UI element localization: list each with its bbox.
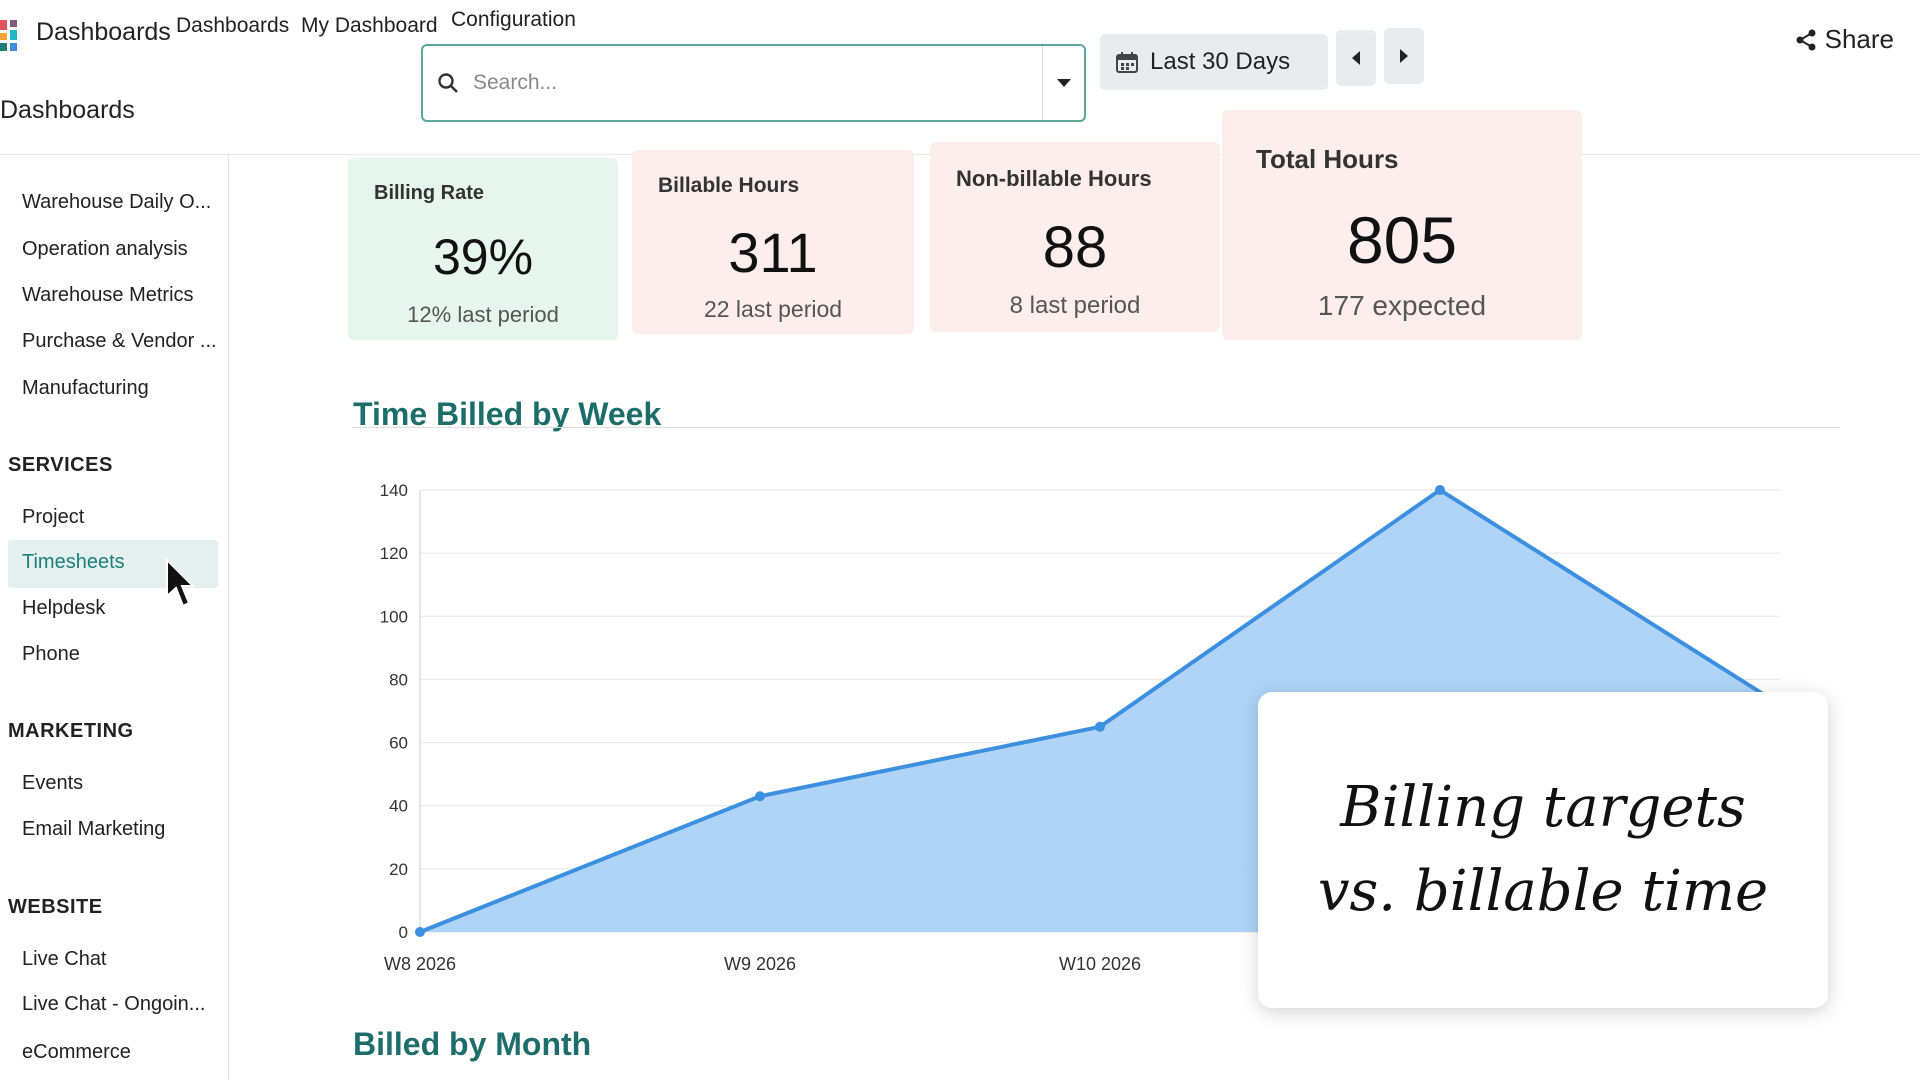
sidebar-item-project[interactable]: Project xyxy=(22,506,85,528)
breadcrumb[interactable]: Dashboards xyxy=(0,96,135,124)
caret-right-icon xyxy=(1400,49,1408,63)
kpi-subtext: 177 expected xyxy=(1317,290,1487,321)
kpi-label: Non-billable Hours xyxy=(956,166,1152,191)
kpi-value: 311 xyxy=(728,221,818,284)
next-period-button[interactable] xyxy=(1384,28,1424,84)
y-tick-label: 120 xyxy=(380,544,408,563)
sidebar-section-marketing: MARKETING xyxy=(8,720,134,742)
x-tick-label: W10 2026 xyxy=(1059,954,1141,974)
sidebar-item-warehouse-metrics[interactable]: Warehouse Metrics xyxy=(22,284,194,306)
data-point xyxy=(1095,721,1105,732)
menu-dashboards[interactable]: Dashboards xyxy=(176,14,290,37)
data-point xyxy=(755,791,765,802)
menu-my-dashboard[interactable]: My Dashboard xyxy=(301,14,438,37)
caret-left-icon xyxy=(1352,51,1360,65)
mouse-cursor-icon xyxy=(166,558,195,608)
search-input[interactable] xyxy=(473,46,1042,120)
sidebar-item-ecommerce[interactable]: eCommerce xyxy=(22,1041,131,1063)
sidebar-item-helpdesk[interactable]: Helpdesk xyxy=(22,597,106,619)
y-tick-label: 80 xyxy=(389,670,408,689)
section-divider xyxy=(352,427,1840,428)
annotation-callout: Billing targets vs. billable time xyxy=(1258,692,1828,1008)
x-tick-label: W9 2026 xyxy=(724,954,796,974)
kpi-label: Billable Hours xyxy=(658,174,800,197)
app-logo-icon[interactable] xyxy=(0,14,24,54)
calendar-icon xyxy=(1116,52,1138,73)
sidebar-item-live-chat[interactable]: Live Chat xyxy=(22,948,107,970)
sidebar: Warehouse Daily O... Operation analysis … xyxy=(0,155,229,1080)
menu-configuration[interactable]: Configuration xyxy=(451,8,576,31)
share-button[interactable]: Share xyxy=(1795,24,1894,55)
kpi-subtext: 8 last period xyxy=(1009,292,1141,319)
annotation-line-2: vs. billable time xyxy=(1317,859,1769,924)
kpi-card-total-hours[interactable]: Total Hours 805 177 expected xyxy=(1222,110,1582,340)
date-filter-label: Last 30 Days xyxy=(1150,48,1291,75)
y-tick-label: 40 xyxy=(389,797,408,816)
sidebar-item-purchase-vendor[interactable]: Purchase & Vendor ... xyxy=(22,330,217,352)
sidebar-item-manufacturing[interactable]: Manufacturing xyxy=(22,377,149,399)
search-options-toggle[interactable] xyxy=(1042,46,1084,120)
kpi-card-non-billable-hours[interactable]: Non-billable Hours 88 8 last period xyxy=(930,142,1220,332)
kpi-value: 39% xyxy=(432,229,534,285)
kpi-value: 805 xyxy=(1346,203,1458,277)
sidebar-item-events[interactable]: Events xyxy=(22,772,84,794)
date-filter-button[interactable]: Last 30 Days xyxy=(1100,34,1328,90)
sidebar-section-website: WEBSITE xyxy=(8,896,103,918)
search-icon xyxy=(423,72,473,94)
sidebar-item-phone[interactable]: Phone xyxy=(22,643,80,665)
y-tick-label: 140 xyxy=(380,481,408,500)
annotation-line-1: Billing targets xyxy=(1340,775,1746,840)
sidebar-item-operation-analysis[interactable]: Operation analysis xyxy=(22,238,188,260)
sidebar-item-email-marketing[interactable]: Email Marketing xyxy=(22,818,166,840)
y-tick-label: 100 xyxy=(380,607,408,626)
top-navbar: Dashboards Dashboards My Dashboard Confi… xyxy=(0,0,1920,60)
y-tick-label: 60 xyxy=(389,734,408,753)
sidebar-section-services: SERVICES xyxy=(8,454,113,476)
kpi-card-billing-rate[interactable]: Billing Rate 39% 12% last period xyxy=(348,158,618,340)
app-name[interactable]: Dashboards xyxy=(36,18,171,46)
y-tick-label: 20 xyxy=(389,860,408,879)
y-tick-label: 0 xyxy=(399,923,408,942)
caret-down-icon xyxy=(1056,79,1071,87)
kpi-subtext: 22 last period xyxy=(703,296,843,322)
search-bar[interactable] xyxy=(421,44,1086,122)
kpi-card-billable-hours[interactable]: Billable Hours 311 22 last period xyxy=(632,150,914,334)
section-title-billed-month: Billed by Month xyxy=(353,1026,592,1062)
sidebar-item-live-chat-ongoing[interactable]: Live Chat - Ongoin... xyxy=(22,993,206,1015)
kpi-label: Total Hours xyxy=(1256,144,1399,174)
share-label: Share xyxy=(1824,24,1894,54)
sidebar-item-warehouse-daily[interactable]: Warehouse Daily O... xyxy=(22,191,212,213)
x-tick-label: W8 2026 xyxy=(384,954,456,974)
data-point xyxy=(1435,485,1445,495)
data-point xyxy=(415,927,425,937)
section-title-time-billed: Time Billed by Week xyxy=(353,396,662,432)
share-icon xyxy=(1796,29,1816,50)
kpi-label: Billing Rate xyxy=(374,182,485,204)
previous-period-button[interactable] xyxy=(1336,30,1376,86)
sidebar-item-timesheets[interactable]: Timesheets xyxy=(22,551,125,573)
kpi-value: 88 xyxy=(1042,215,1108,280)
kpi-subtext: 12% last period xyxy=(407,302,559,327)
